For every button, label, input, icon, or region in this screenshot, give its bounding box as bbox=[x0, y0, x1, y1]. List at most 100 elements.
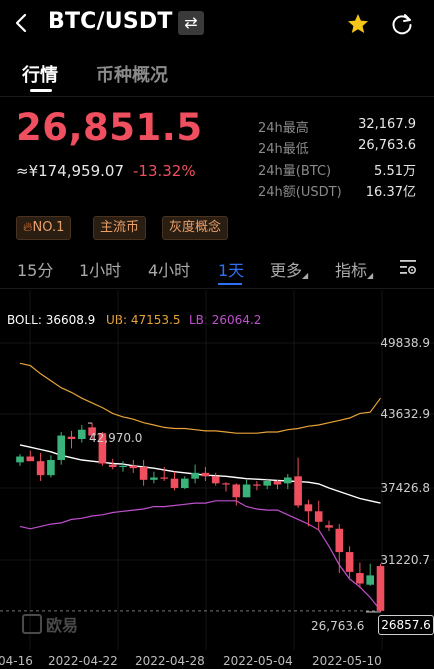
back-icon[interactable] bbox=[12, 12, 32, 34]
candle-body bbox=[376, 566, 385, 611]
low-marker-label: 26,763.6 bbox=[311, 619, 365, 633]
candle-body bbox=[335, 528, 344, 553]
candle bbox=[304, 499, 313, 527]
candle bbox=[222, 482, 230, 492]
candle bbox=[335, 524, 344, 574]
candle-body bbox=[88, 427, 96, 436]
candle-body bbox=[211, 476, 220, 484]
flame-icon: 🔥︎ bbox=[23, 220, 33, 235]
tag-mainstream[interactable]: 主流币 bbox=[93, 216, 147, 240]
price-cny: ≈¥174,959.07 bbox=[16, 162, 124, 180]
candle-body bbox=[119, 465, 127, 468]
candle-body bbox=[16, 456, 24, 463]
candle-body bbox=[242, 484, 251, 498]
candle bbox=[366, 563, 374, 586]
candle-body bbox=[284, 477, 292, 484]
tab-coin-overview[interactable]: 币种概况 bbox=[96, 65, 168, 86]
candle-body bbox=[78, 429, 86, 440]
divider bbox=[0, 288, 434, 289]
timeframe-15m[interactable]: 15分 bbox=[17, 261, 54, 280]
swap-pair-icon[interactable]: ⇄ bbox=[178, 11, 204, 35]
boll-ub-label: UB: 47153.5 bbox=[106, 313, 181, 327]
candle-body bbox=[181, 478, 189, 488]
x-axis-date: 2022-05-10 bbox=[312, 654, 382, 668]
candle bbox=[108, 458, 117, 470]
y-axis-label: 49838.9 bbox=[380, 336, 430, 350]
boll-lb-label: LB: 26064.2 bbox=[189, 313, 262, 327]
candle-body bbox=[67, 436, 76, 440]
candle-body bbox=[129, 465, 138, 469]
boll-lower-line bbox=[19, 500, 381, 611]
candle-body bbox=[263, 480, 271, 486]
candle bbox=[119, 461, 127, 472]
candle bbox=[181, 476, 189, 490]
candle bbox=[26, 450, 35, 462]
x-axis-date: 2022-04-28 bbox=[135, 654, 205, 668]
candle bbox=[273, 479, 282, 490]
exchange-logo-icon bbox=[22, 614, 42, 634]
candle bbox=[232, 483, 241, 506]
candle bbox=[36, 453, 45, 481]
y-axis-label: 43632.9 bbox=[380, 407, 430, 421]
candle-body bbox=[201, 472, 210, 477]
candle-body bbox=[170, 478, 179, 488]
y-axis-label: 37426.8 bbox=[380, 481, 430, 495]
candle-body bbox=[160, 477, 168, 479]
stat-amount-label: 24h额(USDT) bbox=[258, 185, 342, 200]
candle-body bbox=[26, 456, 35, 462]
candle bbox=[129, 460, 138, 473]
candle-body bbox=[222, 483, 230, 485]
boll-upper-line bbox=[19, 362, 381, 434]
candle-body bbox=[294, 476, 302, 506]
tag-rank[interactable]: 🔥︎NO.1 bbox=[16, 216, 72, 240]
candle bbox=[47, 455, 55, 478]
candle bbox=[160, 466, 168, 481]
candle bbox=[201, 466, 210, 481]
stat-volume-value: 5.51万 bbox=[374, 164, 416, 179]
candle bbox=[16, 454, 24, 466]
candle-body bbox=[98, 433, 107, 464]
candle-body bbox=[325, 525, 333, 528]
stat-volume-label: 24h量(BTC) bbox=[258, 164, 332, 179]
tab-underline bbox=[30, 89, 52, 92]
candle bbox=[150, 471, 158, 484]
candle bbox=[170, 471, 179, 491]
stat-low-label: 24h最低 bbox=[258, 142, 309, 157]
candle-body bbox=[253, 484, 261, 486]
candle-body bbox=[366, 575, 374, 585]
timeframe-1d[interactable]: 1天 bbox=[218, 261, 245, 280]
last-price: 26,851.5 bbox=[16, 106, 203, 149]
candle bbox=[191, 464, 199, 484]
timeframe-1h[interactable]: 1小时 bbox=[79, 261, 122, 280]
star-icon[interactable] bbox=[346, 12, 370, 36]
caret-down-icon: ◢ bbox=[367, 271, 374, 280]
candle bbox=[263, 478, 271, 490]
tab-market[interactable]: 行情 bbox=[22, 65, 58, 86]
refresh-icon[interactable] bbox=[390, 12, 414, 36]
timeframe-4h[interactable]: 4小时 bbox=[148, 261, 191, 280]
divider bbox=[0, 96, 434, 97]
timeframe-more[interactable]: 更多◢ bbox=[270, 261, 309, 280]
indicators-button[interactable]: 指标◢ bbox=[335, 261, 374, 280]
candle-body bbox=[57, 435, 65, 461]
timeframe-underline bbox=[218, 283, 242, 285]
candle bbox=[376, 563, 385, 612]
stat-high-value: 32,167.9 bbox=[358, 117, 416, 132]
kline-chart[interactable] bbox=[0, 290, 434, 650]
pair-title[interactable]: BTC/USDT bbox=[48, 9, 173, 34]
tag-grayscale[interactable]: 灰度概念 bbox=[162, 216, 229, 240]
candle bbox=[88, 423, 96, 441]
candle bbox=[345, 546, 354, 578]
candle-body bbox=[304, 504, 313, 512]
candle bbox=[242, 479, 251, 498]
stat-low-value: 26,763.6 bbox=[358, 138, 416, 153]
chart-settings-icon[interactable] bbox=[399, 258, 417, 276]
high-marker-label: 42,970.0 bbox=[89, 431, 143, 445]
candle-body bbox=[345, 552, 354, 572]
candle-body bbox=[108, 464, 117, 467]
boll-mid-line bbox=[19, 444, 381, 504]
x-axis-date: 04-16 bbox=[0, 654, 33, 668]
candle-body bbox=[47, 460, 55, 476]
candle bbox=[314, 500, 323, 530]
okx-watermark: 欧易 bbox=[22, 612, 78, 636]
